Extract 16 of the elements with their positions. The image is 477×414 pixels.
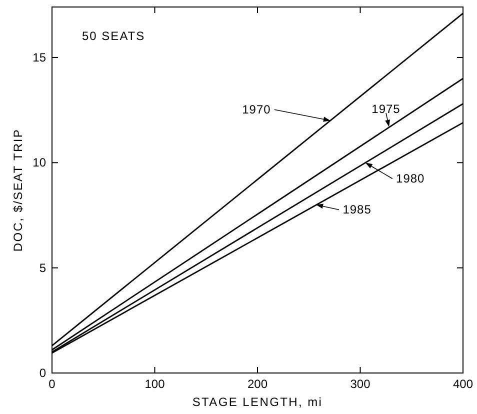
x-axis-title: STAGE LENGTH, mi [192,395,323,409]
annotation: 1985 [342,202,372,217]
annotation: 1970 [242,102,271,117]
annotation: 50 SEATS [82,29,146,43]
y-tick-label: 10 [32,156,46,170]
x-tick-label: 300 [350,377,371,391]
y-axis-title: DOC, $/SEAT TRIP [11,128,25,252]
y-tick-label: 0 [39,366,46,380]
y-tick-label: 15 [32,50,46,64]
annotation: 1975 [372,102,400,116]
x-tick-label: 0 [48,377,56,391]
x-tick-label: 400 [452,377,474,391]
x-tick-label: 200 [247,377,268,391]
y-tick-label: 5 [39,260,46,275]
x-tick-label: 100 [144,377,166,391]
annotation: 1980 [396,172,425,186]
